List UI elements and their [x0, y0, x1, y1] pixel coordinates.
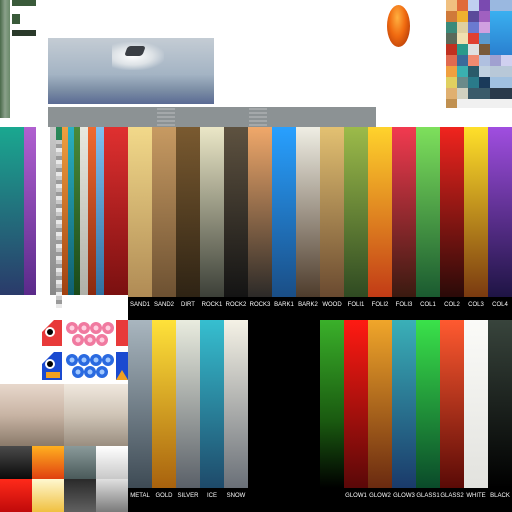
- palette-bottom-left-swatches: METAL GOLD SILVER ICE SNOW: [128, 320, 250, 512]
- swatch-label: BARK2: [298, 302, 318, 308]
- gray-bar-marker: [249, 108, 267, 126]
- left-color-strip: [104, 127, 128, 295]
- swatch-label: ICE: [206, 493, 217, 499]
- left-color-strip: [96, 127, 104, 295]
- left-color-strip: [88, 127, 96, 295]
- green-glow-edge: [320, 320, 344, 488]
- mini-swatch: [96, 446, 128, 479]
- left-color-strip: [24, 127, 36, 295]
- color-swatch-rock1: [200, 127, 224, 297]
- left-strip-group: [0, 127, 128, 295]
- swatch-label: COL2: [444, 302, 460, 308]
- swatch-label: GLASS2: [440, 493, 464, 499]
- swatch-label: SAND1: [129, 302, 150, 308]
- pixel-column: [56, 140, 62, 308]
- color-swatch-glass2: [440, 320, 464, 488]
- color-swatch-white: [464, 320, 488, 488]
- color-swatch-sand1: [128, 127, 152, 297]
- color-swatch-sand2: [152, 127, 176, 297]
- orange-egg: [387, 5, 410, 47]
- beige-gradient-block: [0, 384, 64, 446]
- left-color-strip: [74, 127, 80, 295]
- swatch-label: FOLI1: [347, 302, 365, 308]
- mini-swatch: [32, 446, 64, 479]
- left-color-strip: [50, 127, 56, 295]
- swatch-label: FOLI2: [371, 302, 389, 308]
- green-strip-accent: [12, 0, 36, 6]
- mini-swatch: [64, 479, 96, 512]
- color-swatch-metal: [128, 320, 152, 488]
- color-swatch-glass1: [416, 320, 440, 488]
- color-swatch-ice: [200, 320, 224, 488]
- green-strip-accent: [12, 30, 36, 36]
- swatch-label: WHITE: [466, 493, 486, 499]
- color-swatch-foli2: [368, 127, 392, 297]
- mini-swatch: [0, 479, 32, 512]
- color-swatch-foli3: [392, 127, 416, 297]
- palette-bottom-right-swatches: GLOW1 GLOW2 GLOW3 GLASS1 GLASS2 WHITE BLACK: [344, 320, 512, 512]
- swatch-label: METAL: [130, 493, 150, 499]
- swatch-label: GLASS1: [416, 493, 440, 499]
- swatch-label: GLOW2: [369, 493, 391, 499]
- swatch-label: WOOD: [322, 302, 342, 308]
- color-swatch-col1: [416, 127, 440, 297]
- swatch-label: GLOW3: [393, 493, 415, 499]
- color-swatch-bark1: [272, 127, 296, 297]
- mini-swatch: [32, 479, 64, 512]
- swatch-label: ROCK2: [225, 302, 247, 308]
- color-swatch-foli1: [344, 127, 368, 297]
- left-color-strip: [80, 127, 88, 295]
- beige-gradient-block: [64, 384, 128, 446]
- swatch-label: COL3: [468, 302, 484, 308]
- swatch-label: BLACK: [490, 493, 510, 499]
- color-swatch-silver: [176, 320, 200, 488]
- left-color-strip: [0, 127, 24, 295]
- swatch-label: COL1: [420, 302, 436, 308]
- palette-top-swatches: SAND1 SAND2 DIRT ROCK1 ROCK2 ROCK3 BARK1 BARK2 W…: [128, 127, 512, 320]
- color-swatch-col4: [488, 127, 512, 297]
- swatch-label: GLOW1: [345, 493, 367, 499]
- color-swatch-dirt: [176, 127, 200, 297]
- swatch-label: FOLI3: [395, 302, 413, 308]
- swatch-label: SAND2: [153, 302, 174, 308]
- green-strip-accent: [12, 14, 20, 24]
- mini-swatch: [64, 446, 96, 479]
- color-swatch-glow3: [392, 320, 416, 488]
- swatch-label: GOLD: [155, 493, 173, 499]
- color-swatch-black: [488, 320, 512, 488]
- color-swatch-col2: [440, 127, 464, 297]
- color-swatch-glow1: [344, 320, 368, 488]
- color-swatch-bark2: [296, 127, 320, 297]
- color-swatch-rock3: [248, 127, 272, 297]
- swatch-label: ROCK1: [201, 302, 223, 308]
- gray-bar: [48, 107, 376, 127]
- color-swatch-rock2: [224, 127, 248, 297]
- swatch-label: BARK1: [274, 302, 294, 308]
- mini-swatch: [0, 446, 32, 479]
- swatch-label: SNOW: [226, 493, 246, 499]
- color-swatch-col3: [464, 127, 488, 297]
- pixel-mosaic: [446, 0, 512, 108]
- swatch-label: SILVER: [177, 493, 199, 499]
- swatch-label: ROCK3: [249, 302, 271, 308]
- green-strip: [0, 0, 10, 118]
- left-color-strip: [36, 127, 50, 295]
- left-color-strip: [68, 127, 74, 295]
- gray-bar-marker: [157, 108, 175, 126]
- swatch-label: COL4: [492, 302, 508, 308]
- color-swatch-glow2: [368, 320, 392, 488]
- mini-swatch: [96, 479, 128, 512]
- koi-fish-icon: [42, 352, 128, 386]
- color-swatch-wood: [320, 127, 344, 297]
- black-gap: [250, 320, 320, 512]
- left-color-strip: [62, 127, 68, 295]
- swatch-label: DIRT: [181, 302, 195, 308]
- koi-fish-icon: [42, 318, 128, 352]
- color-swatch-snow: [224, 320, 248, 488]
- color-swatch-gold: [152, 320, 176, 488]
